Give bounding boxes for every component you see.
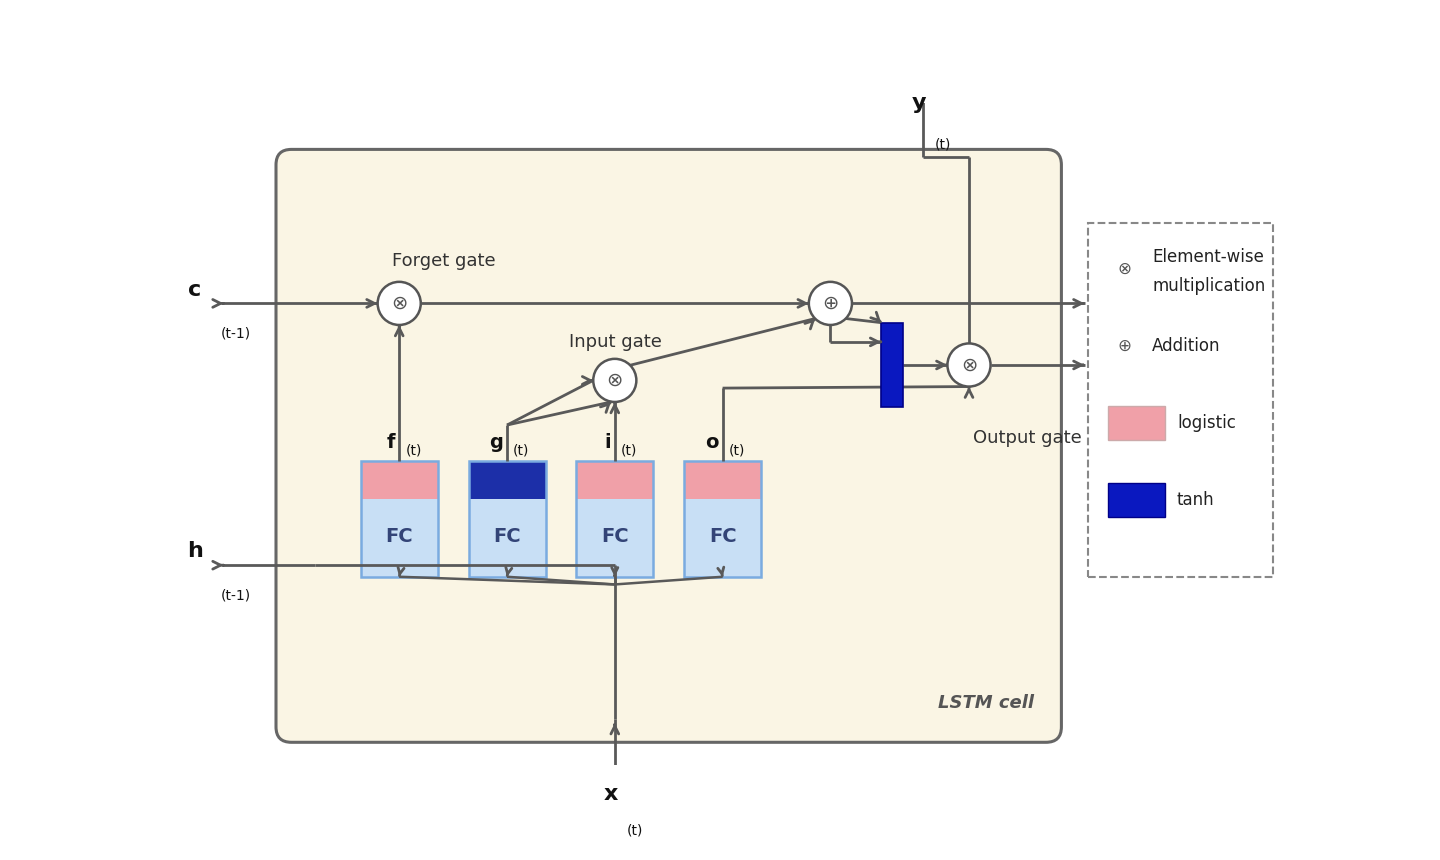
Circle shape (377, 282, 420, 325)
Circle shape (809, 282, 852, 325)
Circle shape (1107, 252, 1142, 286)
Bar (468, 500, 546, 577)
Bar (1107, 406, 1165, 439)
Text: logistic: logistic (1176, 414, 1236, 432)
Text: (t): (t) (935, 138, 950, 152)
Bar (360, 500, 438, 577)
Text: g: g (490, 433, 503, 452)
Bar (576, 500, 654, 577)
Text: Element-wise: Element-wise (1152, 249, 1264, 267)
Text: multiplication: multiplication (1152, 277, 1266, 295)
Text: FC: FC (708, 527, 736, 546)
Text: tanh: tanh (1176, 491, 1214, 509)
Text: $\mathbf{x}$: $\mathbf{x}$ (603, 784, 619, 804)
Text: (t): (t) (513, 444, 530, 458)
Text: ⊗: ⊗ (1117, 260, 1132, 278)
Circle shape (948, 343, 991, 386)
Text: Output gate: Output gate (973, 429, 1081, 447)
Text: ⊗: ⊗ (960, 355, 978, 374)
Text: (t): (t) (621, 444, 638, 458)
Text: ⊗: ⊗ (606, 371, 624, 390)
Bar (360, 461, 438, 500)
Text: (t-1): (t-1) (220, 327, 251, 341)
Text: FC: FC (492, 527, 521, 546)
Text: (t): (t) (406, 444, 422, 458)
Text: (t): (t) (729, 444, 744, 458)
Text: f: f (387, 433, 396, 452)
Text: o: o (706, 433, 719, 452)
Circle shape (1107, 329, 1142, 363)
Circle shape (593, 359, 636, 402)
Text: Forget gate: Forget gate (392, 252, 495, 270)
Text: $\mathbf{c}$: $\mathbf{c}$ (187, 280, 202, 299)
Text: i: i (605, 433, 611, 452)
Text: Input gate: Input gate (569, 333, 661, 351)
Bar (576, 461, 654, 500)
Text: ⊗: ⊗ (392, 294, 408, 313)
Text: ⊕: ⊕ (822, 294, 838, 313)
Bar (1107, 482, 1165, 517)
Bar (684, 500, 762, 577)
Text: Addition: Addition (1152, 337, 1221, 355)
FancyBboxPatch shape (1089, 223, 1273, 577)
Text: (t): (t) (626, 823, 642, 837)
Text: (t): (t) (1116, 327, 1132, 341)
FancyBboxPatch shape (276, 150, 1061, 742)
Text: ⊕: ⊕ (1117, 337, 1132, 355)
Text: (t-1): (t-1) (220, 588, 251, 602)
Text: (t): (t) (1116, 388, 1132, 402)
Text: LSTM cell: LSTM cell (939, 693, 1034, 711)
Bar (881, 322, 903, 408)
Text: $\mathbf{h}$: $\mathbf{h}$ (187, 541, 203, 562)
Text: FC: FC (386, 527, 413, 546)
Text: $\mathbf{c}$: $\mathbf{c}$ (1089, 280, 1102, 299)
Text: $\mathbf{h}$: $\mathbf{h}$ (1089, 341, 1104, 361)
Bar (468, 461, 546, 500)
Text: FC: FC (600, 527, 629, 546)
Bar (684, 461, 762, 500)
Text: $\mathbf{y}$: $\mathbf{y}$ (912, 95, 927, 114)
